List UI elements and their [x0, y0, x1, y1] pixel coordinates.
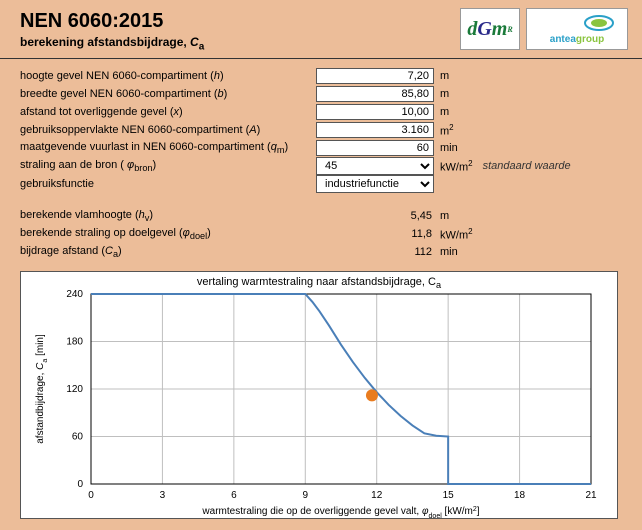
input-field[interactable]	[316, 140, 434, 156]
select-gebruiksfunctie[interactable]: industriefunctie	[316, 175, 434, 193]
output-value: 11,8	[316, 228, 436, 240]
input-label: afstand tot overliggende gevel (x)	[20, 106, 316, 118]
input-label: maatgevende vuurlast in NEN 6060-compart…	[20, 141, 316, 155]
input-label: breedte gevel NEN 6060-compartiment (b)	[20, 88, 316, 100]
chart-svg: 0 3 6 9 12 15 18 21 0 60 120 180 240 afstandbijdrage,…	[21, 272, 619, 520]
output-unit: kW/m2	[440, 227, 473, 242]
input-label: gebruiksoppervlakte NEN 6060-compartimen…	[20, 124, 316, 136]
svg-text:0: 0	[77, 479, 83, 490]
svg-text:240: 240	[66, 289, 83, 300]
svg-text:21: 21	[585, 490, 597, 501]
output-value: 112	[316, 246, 436, 258]
page-subtitle: berekening afstandsbijdrage, Ca	[20, 35, 204, 52]
svg-text:12: 12	[371, 490, 383, 501]
input-unit: m2	[440, 123, 454, 138]
output-unit: min	[440, 246, 458, 258]
logo-antea: anteagroup	[526, 8, 628, 50]
select-straling-bron[interactable]: 45	[316, 157, 434, 175]
label-straling-bron: straling aan de bron ( φbron)	[20, 159, 316, 173]
output-value: 5,45	[316, 210, 436, 222]
label-gebruiksfunctie: gebruiksfunctie	[20, 178, 316, 190]
svg-text:18: 18	[514, 490, 526, 501]
output-label: berekende vlamhoogte (hv)	[20, 209, 316, 223]
input-field[interactable]	[316, 86, 434, 102]
logo-dgmr: dGmR	[460, 8, 520, 50]
svg-text:0: 0	[88, 490, 94, 501]
input-label: hoogte gevel NEN 6060-compartiment (h)	[20, 70, 316, 82]
svg-text:6: 6	[231, 490, 237, 501]
svg-text:15: 15	[443, 490, 455, 501]
page-title: NEN 6060:2015	[20, 10, 204, 33]
svg-text:afstandbijdrage, Ca [min]: afstandbijdrage, Ca [min]	[35, 334, 49, 444]
svg-text:3: 3	[160, 490, 166, 501]
form-area: hoogte gevel NEN 6060-compartiment (h) m b…	[0, 67, 642, 261]
input-field[interactable]	[316, 122, 434, 138]
input-unit: min	[440, 142, 458, 154]
unit-straling-bron: kW/m2	[440, 159, 473, 174]
input-field[interactable]	[316, 68, 434, 84]
output-unit: m	[440, 210, 449, 222]
input-unit: m	[440, 106, 449, 118]
input-field[interactable]	[316, 104, 434, 120]
svg-text:180: 180	[66, 337, 83, 348]
svg-text:60: 60	[72, 432, 84, 443]
svg-text:120: 120	[66, 384, 83, 395]
output-label: bijdrage afstand (Ca)	[20, 245, 316, 259]
svg-text:warmtestraling die op de overl: warmtestraling die op de overliggende ge…	[201, 506, 479, 520]
output-label: berekende straling op doelgevel (φdoel)	[20, 227, 316, 241]
note-standaard-waarde: standaard waarde	[483, 160, 571, 172]
input-unit: m	[440, 88, 449, 100]
svg-text:9: 9	[303, 490, 309, 501]
chart-panel: vertaling warmtestraling naar afstandsbi…	[20, 271, 618, 519]
input-unit: m	[440, 70, 449, 82]
